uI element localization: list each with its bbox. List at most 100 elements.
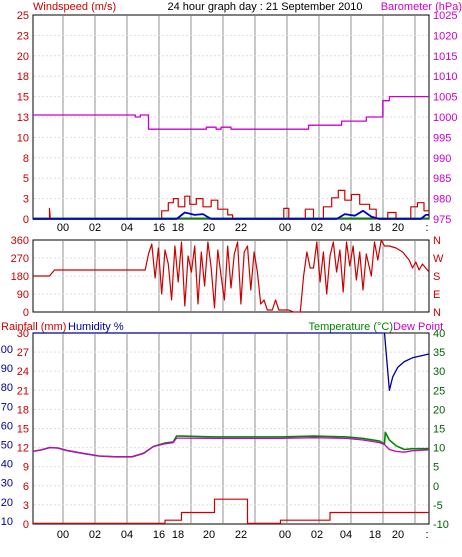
wind-x-label-10: 18 (369, 222, 381, 234)
humidity-tick-0: 10 (1, 516, 13, 528)
compass-tick-0: N (433, 307, 441, 319)
wind-x-label-3: 16 (153, 222, 165, 234)
temp-x-label-10: 18 (369, 529, 381, 541)
direction-tick-1: 90 (17, 289, 29, 301)
temp-x-label-4: 18 (172, 529, 184, 541)
rainfall-tick-1: 3 (23, 500, 29, 512)
temp-x-label-12: : (425, 529, 428, 541)
rainfall-tick-4: 12 (17, 443, 29, 455)
temp-x-label-6: 22 (235, 529, 247, 541)
barometer-tick-6: 1005 (433, 92, 457, 104)
windspeed-axis-label: Windspeed (m/s) (33, 1, 116, 13)
windspeed-tick-0: 0 (23, 214, 29, 226)
wind-x-label-7: 00 (279, 222, 291, 234)
rainfall-axis-label: Rainfall (mm) (1, 321, 66, 333)
barometer-tick-9: 1020 (433, 30, 457, 42)
rainfall-tick-5: 15 (17, 424, 29, 436)
compass-tick-3: W (433, 253, 444, 265)
wind-x-label-1: 02 (89, 222, 101, 234)
temperature-tick-10: 40 (433, 328, 445, 340)
temp-x-label-9: 04 (340, 529, 352, 541)
barometer-axis-label: Barometer (hPa) (381, 1, 462, 13)
wind-x-label-4: 18 (172, 222, 184, 234)
compass-tick-1: E (433, 289, 440, 301)
barometer-tick-5: 1000 (433, 112, 457, 124)
humidity-tick-8: 90 (1, 363, 13, 375)
wind-barometer-panel: 0 3 5 8 10 13 15 18 20 23 25 975 980 985 990 995 1000 100… (17, 10, 458, 234)
temperature-tick-7: 25 (433, 385, 445, 397)
rainfall-tick-7: 21 (17, 385, 29, 397)
humidity-tick-4: 50 (1, 440, 13, 452)
dewpoint-axis-label: Dew Point (393, 321, 443, 333)
compass-tick-4: N (433, 235, 441, 247)
humidity-axis-label: Humidity % (68, 321, 124, 333)
barometer-tick-0: 975 (433, 214, 451, 226)
temperature-tick-5: 15 (433, 424, 445, 436)
windspeed-tick-6: 15 (17, 92, 29, 104)
temperature-tick-0: -10 (433, 519, 449, 531)
humidity-tick-1: 20 (1, 497, 13, 509)
temperature-tick-1: -5 (433, 500, 443, 512)
temperature-tick-4: 10 (433, 443, 445, 455)
temp-x-label-1: 02 (89, 529, 101, 541)
wind-x-label-12: : (425, 222, 428, 234)
humidity-tick-3: 40 (1, 459, 13, 471)
rainfall-tick-0: 0 (23, 519, 29, 531)
rainfall-tick-6: 18 (17, 404, 29, 416)
wind-x-label-2: 04 (121, 222, 133, 234)
barometer-tick-3: 990 (433, 153, 451, 165)
compass-tick-2: S (433, 271, 440, 283)
barometer-tick-2: 985 (433, 173, 451, 185)
temperature-humidity-rain-panel: 036912151821242730102030405060708090100-… (0, 328, 449, 541)
humidity-tick-2: 30 (1, 478, 13, 490)
humidity-tick-7: 80 (1, 382, 13, 394)
barometer-tick-10: 1025 (433, 10, 457, 22)
wind-x-label-0: 00 (57, 222, 69, 234)
temp-x-label-7: 00 (279, 529, 291, 541)
wind-x-label-5: 20 (203, 222, 215, 234)
windspeed-tick-1: 3 (23, 194, 29, 206)
temperature-tick-3: 5 (433, 462, 439, 474)
wind-average-line (33, 209, 429, 220)
barometer-line (33, 95, 429, 130)
rainfall-tick-10: 30 (17, 328, 29, 340)
humidity-line (33, 332, 430, 391)
humidity-tick-5: 60 (1, 420, 13, 432)
direction-tick-0: 0 (23, 307, 29, 319)
temp-x-label-5: 20 (203, 529, 215, 541)
temp-x-label-3: 16 (153, 529, 165, 541)
rainfall-tick-8: 24 (17, 366, 29, 378)
dewpoint-line (32, 437, 430, 458)
rainfall-tick-2: 6 (23, 481, 29, 493)
windspeed-tick-3: 8 (23, 153, 29, 165)
temp-x-label-2: 04 (121, 529, 133, 541)
barometer-tick-1: 980 (433, 194, 451, 206)
barometer-tick-8: 1015 (433, 51, 457, 63)
windspeed-tick-2: 5 (23, 173, 29, 185)
windspeed-tick-4: 10 (17, 132, 29, 144)
barometer-tick-7: 1010 (433, 71, 457, 83)
windspeed-tick-8: 20 (17, 51, 29, 63)
temp-x-label-0: 00 (57, 529, 69, 541)
temp-x-label-8: 02 (311, 529, 323, 541)
wind-x-label-6: 22 (235, 222, 247, 234)
temperature-tick-9: 35 (433, 347, 445, 359)
windspeed-tick-7: 18 (17, 71, 29, 83)
wind-direction-line (33, 239, 430, 313)
temperature-tick-8: 30 (433, 366, 445, 378)
humidity-tick-6: 70 (1, 401, 13, 413)
windspeed-tick-5: 13 (17, 112, 29, 124)
temperature-tick-2: 0 (433, 481, 439, 493)
wind-x-label-11: 20 (392, 222, 404, 234)
temperature-tick-6: 20 (433, 404, 445, 416)
humidity-tick-9: 100 (0, 344, 13, 356)
direction-tick-3: 270 (11, 253, 29, 265)
rainfall-tick-9: 27 (17, 347, 29, 359)
windspeed-tick-10: 25 (17, 10, 29, 22)
rainfall-tick-3: 9 (23, 462, 29, 474)
wind-x-label-8: 02 (311, 222, 323, 234)
rainfall-line (33, 498, 429, 525)
temp-x-label-11: 20 (392, 529, 404, 541)
